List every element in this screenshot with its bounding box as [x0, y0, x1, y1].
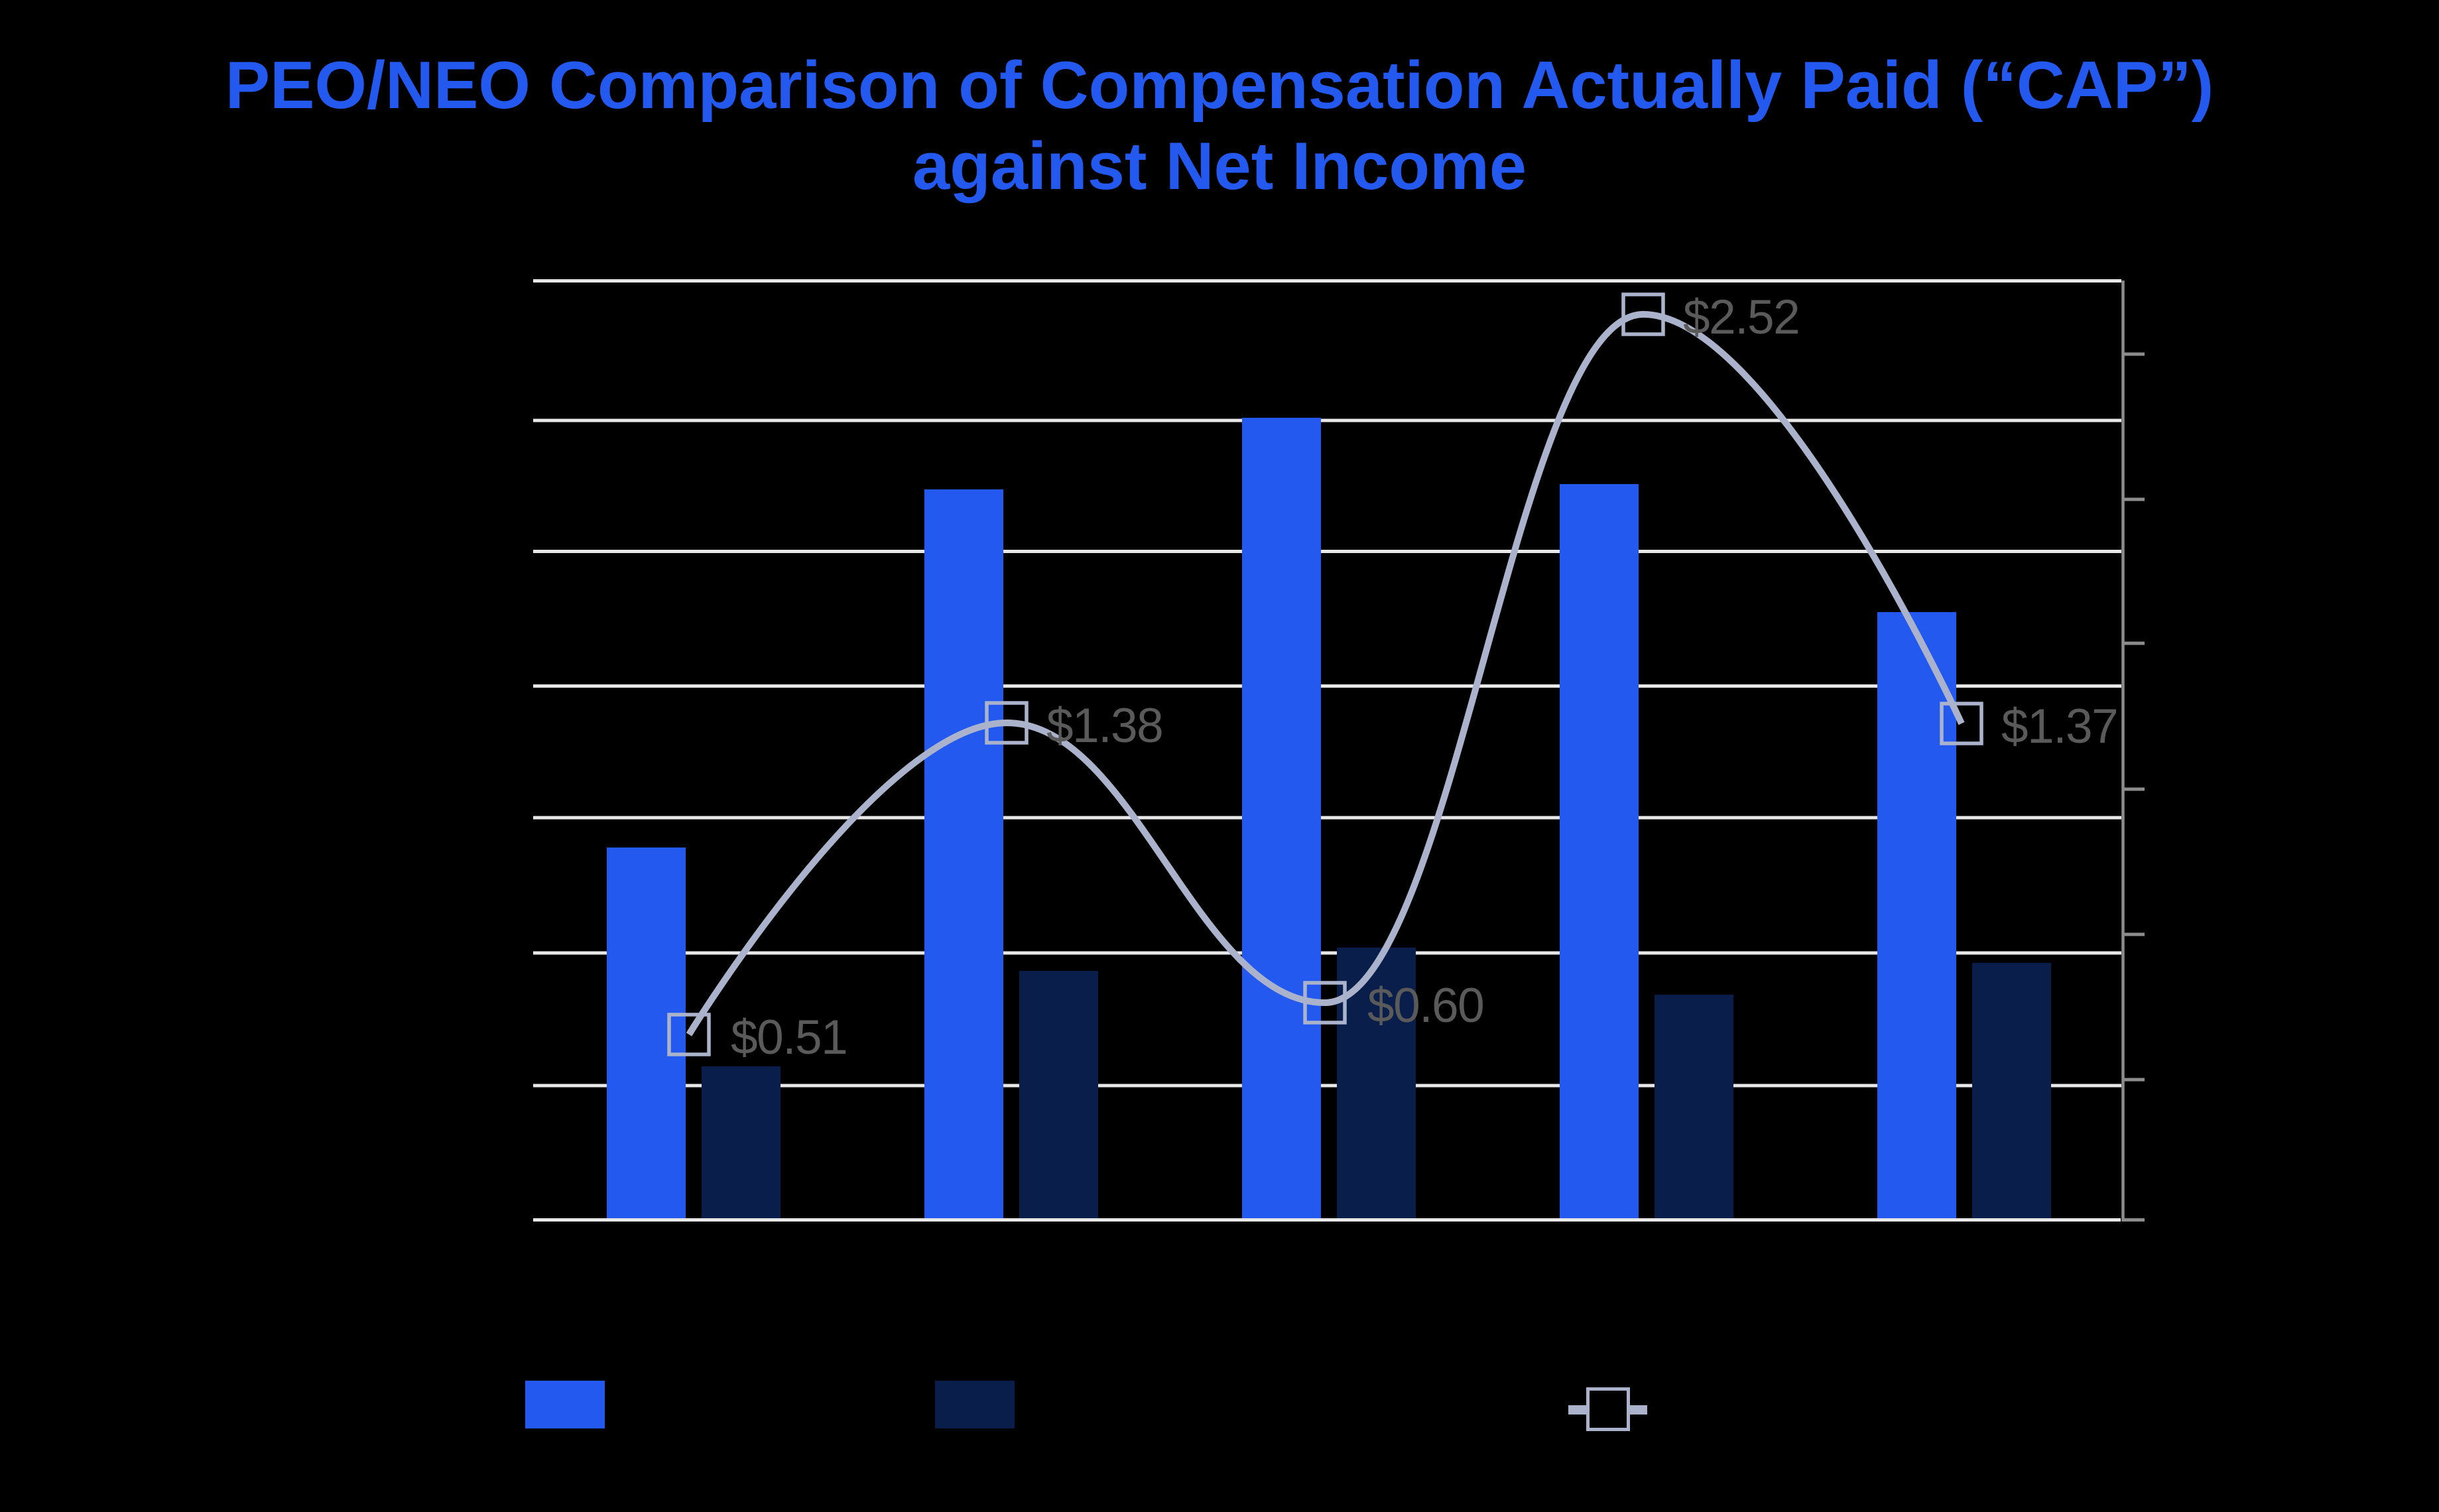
svg-text:PEO/NEO Comparison of Compensa: PEO/NEO Comparison of Compensation Actua… [225, 48, 2214, 123]
svg-text:$0.60: $0.60 [1367, 979, 1483, 1033]
svg-text:$2.52: $2.52 [1683, 290, 1799, 344]
svg-text:$0.51: $0.51 [731, 1011, 847, 1064]
svg-text:$1.38: $1.38 [1046, 699, 1162, 753]
svg-text:$1.37: $1.37 [2001, 700, 2117, 753]
svg-text:against Net Income: against Net Income [912, 129, 1527, 204]
